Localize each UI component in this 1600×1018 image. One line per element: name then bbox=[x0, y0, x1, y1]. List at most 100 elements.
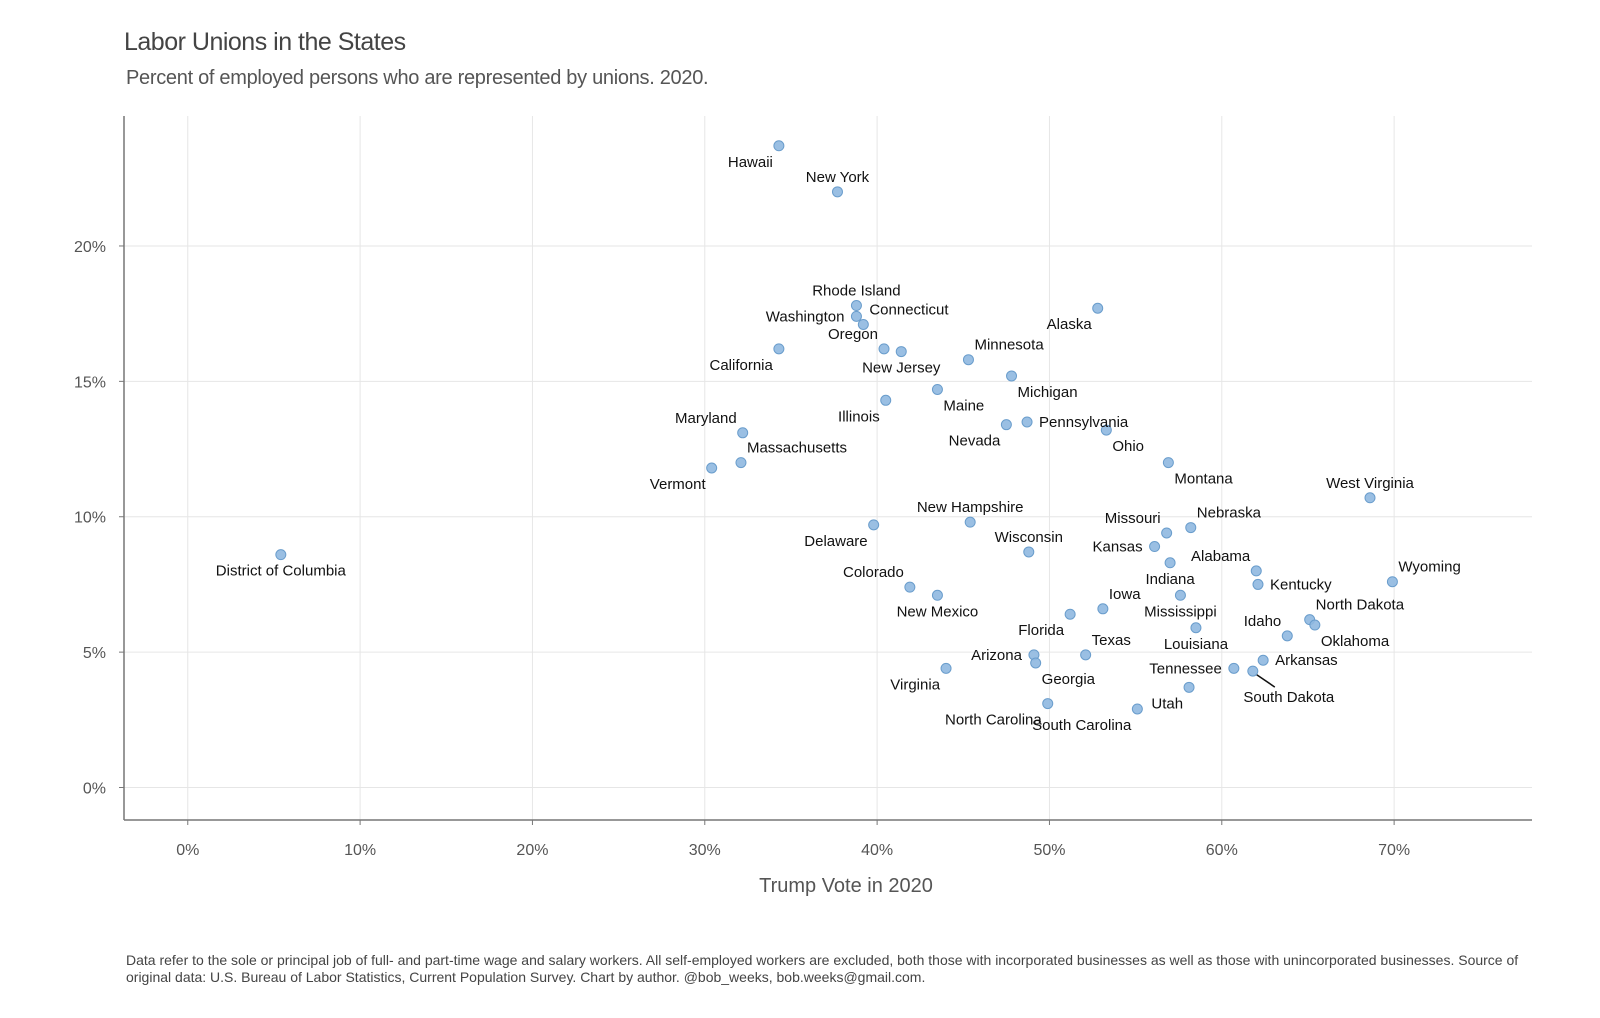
point-label-new-york: New York bbox=[806, 169, 870, 186]
point-label-north-dakota: North Dakota bbox=[1316, 597, 1405, 614]
point-label-tennessee: Tennessee bbox=[1149, 660, 1222, 677]
point-label-nevada: Nevada bbox=[949, 433, 1001, 450]
data-point-colorado bbox=[904, 581, 916, 593]
point-label-south-carolina: South Carolina bbox=[1032, 717, 1132, 734]
data-point-washington bbox=[850, 310, 862, 322]
point-label-ohio: Ohio bbox=[1112, 438, 1144, 455]
point-label-pennsylvania: Pennsylvania bbox=[1039, 414, 1129, 431]
point-label-alabama: Alabama bbox=[1191, 548, 1251, 565]
x-tick-label: 70% bbox=[1378, 842, 1410, 859]
point-label-washington: Washington bbox=[766, 308, 845, 325]
data-point-alaska bbox=[1092, 302, 1104, 314]
data-point-louisiana bbox=[1190, 622, 1202, 634]
point-label-wyoming: Wyoming bbox=[1398, 559, 1460, 576]
point-label-vermont: Vermont bbox=[650, 476, 707, 493]
data-point-tennessee bbox=[1228, 662, 1240, 674]
point-label-missouri: Missouri bbox=[1105, 510, 1161, 527]
point-label-delaware: Delaware bbox=[804, 533, 867, 550]
point-label-north-carolina: North Carolina bbox=[945, 712, 1042, 729]
point-label-utah: Utah bbox=[1151, 695, 1183, 712]
point-label-florida: Florida bbox=[1018, 622, 1065, 639]
data-point-iowa bbox=[1097, 603, 1109, 615]
data-point-california bbox=[773, 343, 785, 355]
data-point-connecticut bbox=[857, 318, 869, 330]
point-label-maryland: Maryland bbox=[675, 410, 737, 427]
point-label-arizona: Arizona bbox=[971, 647, 1023, 664]
point-label-colorado: Colorado bbox=[843, 564, 904, 581]
point-label-minnesota: Minnesota bbox=[974, 337, 1044, 354]
data-point-missouri bbox=[1161, 527, 1173, 539]
data-point-delaware bbox=[868, 519, 880, 531]
chart-title: Labor Unions in the States bbox=[124, 28, 406, 56]
point-label-oregon: Oregon bbox=[828, 326, 878, 343]
point-label-new-hampshire: New Hampshire bbox=[917, 499, 1024, 516]
point-label-arkansas: Arkansas bbox=[1275, 652, 1338, 669]
point-label-oklahoma: Oklahoma bbox=[1321, 633, 1390, 650]
x-tick-label: 40% bbox=[861, 842, 893, 859]
data-point-georgia bbox=[1030, 657, 1042, 669]
gridlines bbox=[124, 116, 1532, 820]
data-point-montana bbox=[1162, 457, 1174, 469]
data-point-mississippi bbox=[1174, 589, 1186, 601]
data-point-nevada bbox=[1000, 419, 1012, 431]
data-points bbox=[275, 140, 1398, 715]
data-point-utah bbox=[1183, 681, 1195, 693]
data-point-minnesota bbox=[962, 354, 974, 366]
data-point-maryland bbox=[737, 427, 749, 439]
point-label-mississippi: Mississippi bbox=[1144, 603, 1217, 620]
data-point-north-carolina bbox=[1042, 698, 1054, 710]
data-point-south-carolina bbox=[1131, 703, 1143, 715]
data-point-west-virginia bbox=[1364, 492, 1376, 504]
data-point-wisconsin bbox=[1023, 546, 1035, 558]
data-point-vermont bbox=[706, 462, 718, 474]
point-label-virginia: Virginia bbox=[890, 676, 940, 693]
point-label-hawaii: Hawaii bbox=[728, 154, 773, 171]
data-point-kansas bbox=[1149, 541, 1161, 553]
point-label-south-dakota: South Dakota bbox=[1243, 689, 1335, 706]
tick-labels: 0% 10% 20% 30% 40% 50% 60% 70% 0% 5% 10% 15% 20% bbox=[74, 239, 1410, 859]
x-tick-label: 50% bbox=[1033, 842, 1065, 859]
y-tick-label: 0% bbox=[83, 781, 106, 798]
data-point-idaho bbox=[1281, 630, 1293, 642]
point-label-alaska: Alaska bbox=[1047, 316, 1093, 333]
point-label-massachusetts: Massachusetts bbox=[747, 440, 847, 457]
leader-line bbox=[1255, 673, 1276, 688]
point-label-wisconsin: Wisconsin bbox=[995, 529, 1063, 546]
data-point-nebraska bbox=[1185, 522, 1197, 534]
data-point-massachusetts bbox=[735, 457, 747, 469]
data-point-indiana bbox=[1164, 557, 1176, 569]
point-label-texas: Texas bbox=[1092, 632, 1131, 649]
data-point-district-of-columbia bbox=[275, 549, 287, 561]
point-label-louisiana: Louisiana bbox=[1164, 636, 1229, 653]
data-point-rhode-island bbox=[850, 300, 862, 312]
point-label-nebraska: Nebraska bbox=[1197, 505, 1262, 522]
data-point-new-mexico bbox=[931, 589, 943, 601]
point-label-district-of-columbia: District of Columbia bbox=[216, 563, 347, 580]
point-label-montana: Montana bbox=[1174, 471, 1233, 488]
data-point-oklahoma bbox=[1309, 619, 1321, 631]
point-label-iowa: Iowa bbox=[1109, 586, 1141, 603]
data-point-south-dakota bbox=[1247, 665, 1259, 677]
data-point-new-jersey bbox=[895, 346, 907, 358]
point-label-georgia: Georgia bbox=[1042, 671, 1096, 688]
data-point-illinois bbox=[880, 394, 892, 406]
data-point-florida bbox=[1064, 608, 1076, 620]
leader-lines bbox=[1255, 673, 1276, 688]
data-point-kentucky bbox=[1252, 578, 1264, 590]
data-point-maine bbox=[931, 383, 943, 395]
point-labels: Hawaii New York Rhode Island Washington Conn… bbox=[216, 154, 1461, 734]
point-label-new-jersey: New Jersey bbox=[862, 360, 941, 377]
x-axis-title: Trump Vote in 2020 bbox=[759, 875, 933, 897]
point-label-illinois: Illinois bbox=[838, 408, 880, 425]
point-label-west-virginia: West Virginia bbox=[1326, 475, 1414, 492]
data-point-oregon bbox=[878, 343, 890, 355]
x-tick-label: 60% bbox=[1206, 842, 1238, 859]
point-label-rhode-island: Rhode Island bbox=[812, 283, 900, 300]
y-tick-label: 20% bbox=[74, 239, 106, 256]
point-label-idaho: Idaho bbox=[1244, 613, 1282, 630]
data-point-alabama bbox=[1250, 565, 1262, 577]
y-tick-label: 5% bbox=[83, 645, 106, 662]
x-tick-label: 10% bbox=[344, 842, 376, 859]
point-label-kentucky: Kentucky bbox=[1270, 576, 1332, 593]
